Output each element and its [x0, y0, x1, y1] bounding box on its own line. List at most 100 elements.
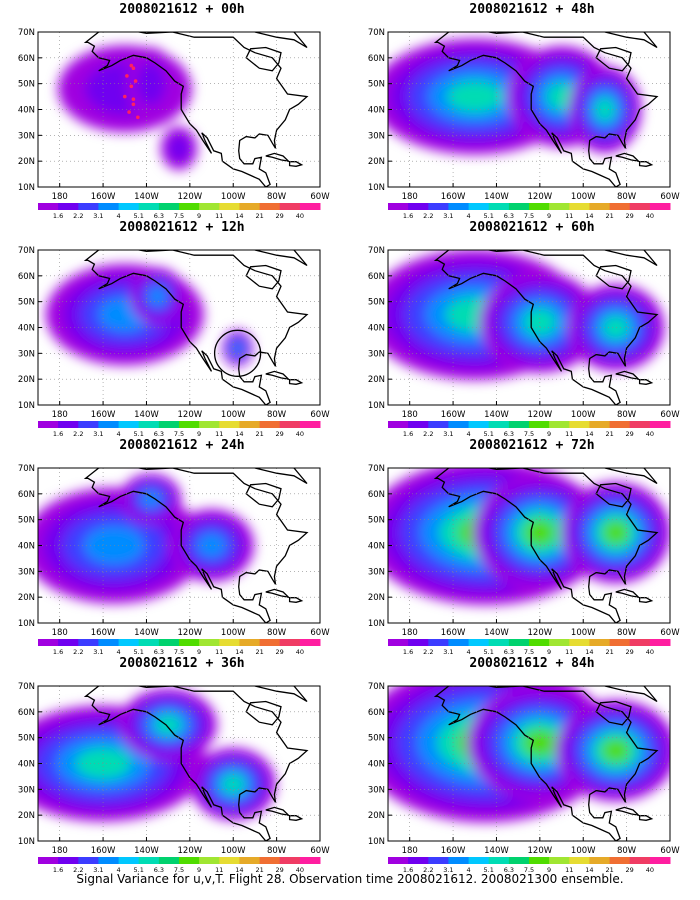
colorbar-swatch: [299, 857, 321, 864]
colorbar-swatch: [408, 203, 429, 210]
coastline: [254, 686, 308, 703]
panel-title: 2008021612 + 12h: [119, 220, 245, 235]
colorbar-swatch: [98, 639, 119, 646]
colorbar-swatch: [448, 421, 469, 428]
colorbar-label: 5.1: [484, 648, 494, 656]
colorbar-label: 7.5: [524, 648, 534, 656]
colorbar-swatch: [118, 203, 140, 210]
colorbar-swatch: [408, 421, 429, 428]
y-tick-label: 30N: [368, 131, 385, 141]
panel-title: 2008021612 + 00h: [119, 2, 245, 17]
colorbar-label: 1.6: [53, 430, 63, 438]
colorbar-label: 40: [296, 212, 304, 220]
colorbar-label: 11: [215, 648, 223, 656]
x-tick-label: 140W: [484, 410, 509, 420]
y-tick-label: 50N: [368, 734, 385, 744]
y-tick-label: 60N: [368, 490, 385, 500]
y-tick-label: 10N: [368, 619, 385, 629]
colorbar-swatch: [179, 421, 200, 428]
colorbar-swatch: [38, 203, 59, 210]
x-tick-label: 120W: [528, 192, 553, 202]
colorbar-swatch: [118, 857, 140, 864]
y-tick-label: 10N: [18, 401, 35, 411]
colorbar-swatch: [199, 203, 220, 210]
colorbar-swatch: [448, 639, 469, 646]
y-tick-label: 10N: [368, 183, 385, 193]
colorbar-label: 3.1: [93, 866, 103, 874]
colorbar-label: 29: [626, 866, 634, 874]
colorbar-swatch: [629, 421, 651, 428]
x-tick-label: 160W: [441, 410, 466, 420]
y-tick-label: 50N: [18, 298, 35, 308]
colorbar-swatch: [138, 639, 160, 646]
colorbar-label: 21: [255, 648, 263, 656]
colorbar-swatch: [428, 857, 449, 864]
coastline: [288, 379, 304, 385]
colorbar-label: 40: [296, 866, 304, 874]
x-tick-label: 140W: [134, 628, 159, 638]
coastline: [83, 468, 309, 623]
colorbar-swatch: [629, 639, 651, 646]
coastline: [433, 250, 659, 405]
colorbar-swatch: [58, 421, 79, 428]
map-panel: 2008021612 + 36h 10N 20N 30N 40N 50N 60N 70N 180…: [2, 654, 332, 876]
colorbar-label: 40: [296, 648, 304, 656]
x-tick-label: 60W: [660, 410, 680, 420]
colorbar-label: 1.6: [403, 212, 413, 220]
y-tick-label: 20N: [368, 593, 385, 603]
colorbar-label: 1.6: [403, 866, 413, 874]
y-tick-label: 70N: [368, 28, 385, 38]
coastline: [638, 161, 654, 167]
y-tick-label: 70N: [18, 464, 35, 474]
coastline: [245, 264, 282, 290]
colorbar-swatch: [649, 857, 671, 864]
map-plot: 10N 20N 30N 40N 50N 60N 70N 180 160W 140W 120W 100W…: [18, 246, 330, 438]
flight-track-point: [125, 74, 129, 78]
x-tick-label: 120W: [178, 410, 203, 420]
colorbar-label: 1.6: [53, 648, 63, 656]
coastline: [265, 806, 291, 817]
coastline: [615, 370, 641, 381]
x-tick-label: 140W: [484, 192, 509, 202]
colorbar-label: 2.2: [73, 212, 83, 220]
x-tick-label: 140W: [484, 846, 509, 856]
y-tick-label: 10N: [18, 619, 35, 629]
coastline: [433, 686, 659, 841]
colorbar-label: 3.1: [93, 212, 103, 220]
colorbar-label: 2.2: [73, 430, 83, 438]
x-tick-label: 180: [52, 192, 68, 202]
x-tick-label: 60W: [660, 846, 680, 856]
coastline: [265, 152, 291, 163]
colorbar-swatch: [428, 639, 449, 646]
x-tick-label: 160W: [441, 846, 466, 856]
colorbar-label: 40: [646, 648, 654, 656]
colorbar-label: 14: [585, 648, 593, 656]
colorbar-label: 9: [547, 212, 551, 220]
colorbar-swatch: [259, 421, 281, 428]
x-tick-label: 120W: [178, 628, 203, 638]
colorbar-swatch: [529, 639, 550, 646]
x-tick-label: 60W: [660, 628, 680, 638]
flight-track-point: [131, 102, 136, 107]
y-tick-label: 30N: [18, 349, 35, 359]
panel-title: 2008021612 + 24h: [119, 438, 245, 453]
coastline: [254, 32, 308, 49]
colorbar-swatch: [219, 421, 240, 428]
colorbar-label: 21: [255, 866, 263, 874]
x-tick-label: 120W: [178, 192, 203, 202]
map-plot: 10N 20N 30N 40N 50N 60N 70N 180 160W 140W 120W 100W…: [18, 464, 330, 656]
colorbar-label: 4: [117, 648, 121, 656]
x-tick-label: 100W: [221, 410, 246, 420]
y-tick-label: 70N: [368, 246, 385, 256]
y-tick-label: 50N: [18, 516, 35, 526]
colorbar-label: 4: [467, 212, 471, 220]
x-tick-label: 100W: [571, 846, 596, 856]
colorbar-label: 9: [197, 866, 201, 874]
coastline: [615, 588, 641, 599]
colorbar-label: 9: [547, 430, 551, 438]
x-tick-label: 180: [402, 846, 418, 856]
colorbar-label: 2.2: [423, 866, 433, 874]
colorbar-label: 40: [646, 430, 654, 438]
coastline: [615, 152, 641, 163]
y-tick-label: 10N: [18, 837, 35, 847]
